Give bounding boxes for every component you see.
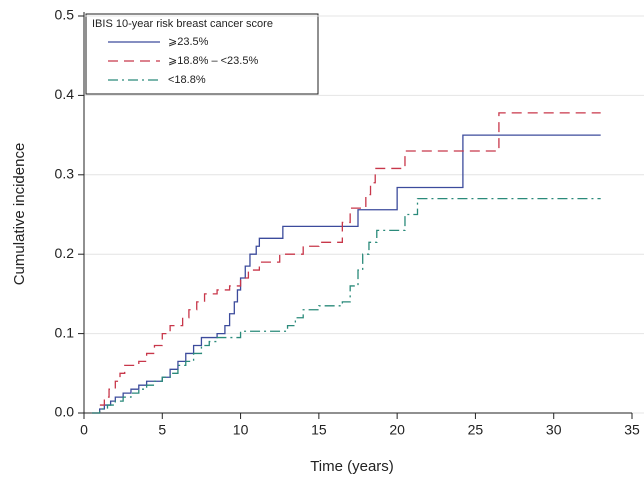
- y-tick-label: 0.2: [55, 245, 75, 261]
- x-tick-label: 25: [468, 422, 484, 438]
- x-tick-label: 10: [233, 422, 249, 438]
- x-tick-label: 35: [624, 422, 640, 438]
- y-axis-label: Cumulative incidence: [11, 143, 28, 286]
- y-tick-label: 0.3: [55, 166, 75, 182]
- legend-label: ⩾18.8% – <23.5%: [168, 55, 258, 67]
- legend-box: [85, 13, 319, 95]
- legend-title: IBIS 10-year risk breast cancer score: [92, 18, 273, 30]
- series-line: [91, 134, 601, 414]
- x-tick-label: 0: [80, 422, 88, 438]
- x-tick-label: 20: [389, 422, 405, 438]
- series-line: [91, 197, 601, 414]
- series-line: [91, 112, 601, 414]
- x-axis-label: Time (years): [310, 458, 394, 475]
- y-tick-label: 0.4: [55, 86, 75, 102]
- y-tick-label: 0.5: [55, 7, 75, 23]
- x-tick-label: 15: [311, 422, 327, 438]
- x-tick-label: 5: [158, 422, 166, 438]
- x-tick-label: 30: [546, 422, 562, 438]
- y-tick-label: 0.1: [55, 324, 75, 340]
- legend-label: ⩾23.5%: [168, 36, 209, 48]
- y-tick-label: 0.0: [55, 404, 75, 420]
- legend-label: <18.8%: [168, 74, 206, 86]
